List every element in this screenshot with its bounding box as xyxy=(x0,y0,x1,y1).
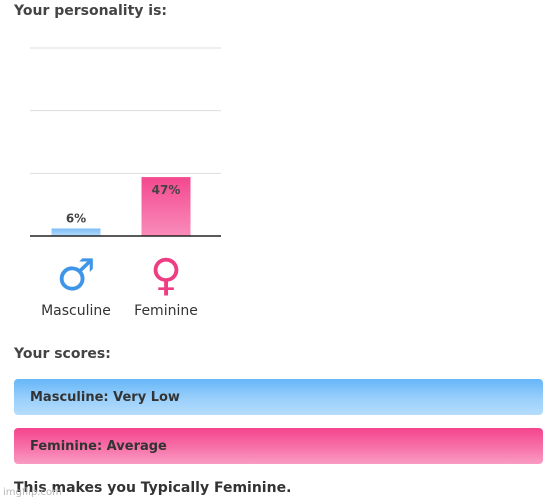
bar-masculine xyxy=(51,228,101,236)
watermark: imgflip.com xyxy=(3,487,62,498)
category-label-feminine: Feminine xyxy=(134,303,198,319)
result-conclusion: This makes you Typically Feminine. xyxy=(14,480,292,496)
personality-bar-chart: 6% ♂ Masculine 47% ♀ Feminine xyxy=(30,47,221,319)
scores-heading: Your scores: xyxy=(14,346,111,362)
value-label-masculine: 6% xyxy=(66,211,86,225)
chart-bars xyxy=(51,177,191,236)
masculine-score-label: Masculine: Very Low xyxy=(30,389,180,405)
chart-labels: 6% ♂ Masculine 47% ♀ Feminine xyxy=(41,183,198,319)
bar-feminine xyxy=(141,177,191,236)
female-symbol-icon: ♀ xyxy=(150,250,182,301)
feminine-score-bar: Feminine: Average xyxy=(14,428,543,464)
value-label-feminine: 47% xyxy=(152,183,181,197)
chart-gridlines xyxy=(30,47,221,174)
male-symbol-icon: ♂ xyxy=(56,250,95,301)
masculine-score-bar: Masculine: Very Low xyxy=(14,379,543,415)
personality-heading: Your personality is: xyxy=(14,3,168,19)
feminine-score-label: Feminine: Average xyxy=(30,438,167,454)
category-label-masculine: Masculine xyxy=(41,303,111,319)
